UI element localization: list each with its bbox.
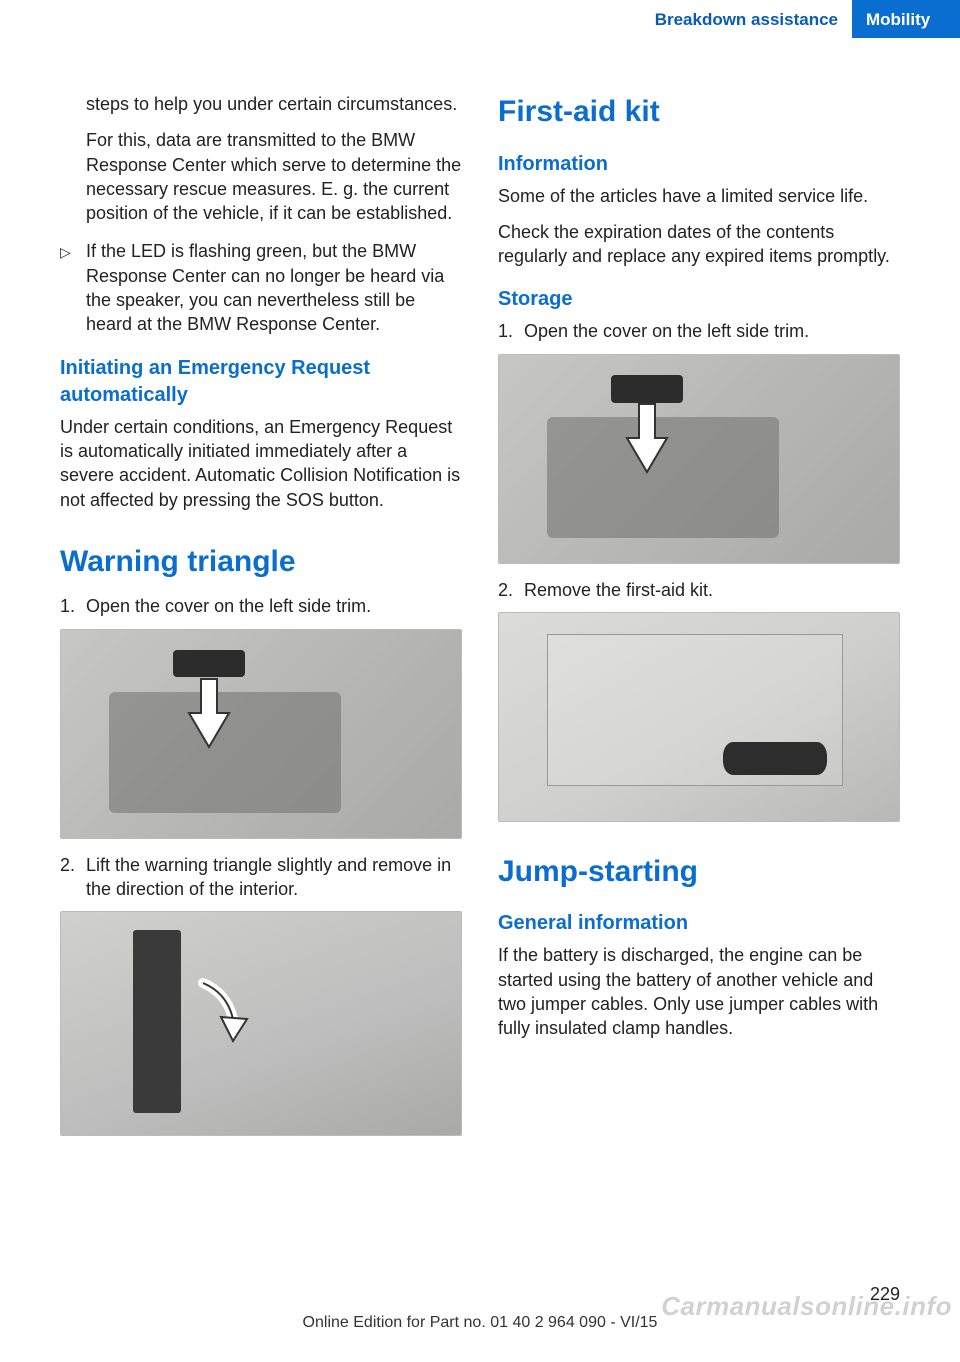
step-text: Lift the warning triangle slightly and r…	[86, 855, 451, 899]
figure-first-aid-bag	[723, 742, 827, 775]
figure-side-trim-cover	[498, 354, 900, 564]
page-number: 229	[870, 1282, 900, 1306]
step-item: 1. Open the cover on the left side trim.	[498, 319, 900, 343]
breadcrumb-section: Breakdown assistance	[655, 0, 852, 38]
curved-arrow-icon	[193, 975, 251, 1047]
body-text: For this, data are transmitted to the BM…	[86, 128, 462, 225]
step-number: 2.	[498, 578, 513, 602]
subheading: Storage	[498, 286, 900, 313]
page-body: steps to help you under certain circum­s…	[0, 38, 960, 1150]
body-text: If the LED is flashing green, but the BM…	[86, 239, 462, 336]
continuation-bullet: steps to help you under certain circum­s…	[60, 92, 462, 225]
page-header: Breakdown assistance Mobility	[0, 0, 960, 38]
figure-first-aid-compartment	[498, 612, 900, 822]
subheading: Information	[498, 151, 900, 178]
section-heading-warning-triangle: Warning triangle	[60, 542, 462, 583]
subheading: Initiating an Emergency Request automati…	[60, 355, 462, 409]
subheading: General information	[498, 910, 900, 937]
figure-panel	[133, 930, 181, 1113]
step-text: Open the cover on the left side trim.	[86, 596, 371, 616]
figure-warning-triangle-stowed	[60, 911, 462, 1136]
triangle-bullet-icon: ▷	[60, 243, 71, 262]
body-text: Check the expiration dates of the conten…	[498, 220, 900, 269]
body-text: steps to help you under certain circum­s…	[86, 92, 462, 116]
list-bullet: ▷ If the LED is flashing green, but the …	[60, 239, 462, 336]
step-number: 2.	[60, 853, 75, 877]
step-text: Remove the first-aid kit.	[524, 580, 713, 600]
right-column: First-aid kit Information Some of the ar…	[498, 92, 900, 1150]
figure-handle	[611, 375, 683, 402]
figure-side-trim-cover	[60, 629, 462, 839]
section-heading-jump-starting: Jump-starting	[498, 852, 900, 893]
left-column: steps to help you under certain circum­s…	[60, 92, 462, 1150]
body-text: If the battery is discharged, the engine…	[498, 943, 900, 1040]
body-text: Some of the articles have a limited serv…	[498, 184, 900, 208]
section-heading-first-aid: First-aid kit	[498, 92, 900, 133]
down-arrow-icon	[181, 675, 237, 751]
down-arrow-icon	[619, 400, 675, 476]
breadcrumb-chapter: Mobility	[852, 0, 960, 38]
step-item: 2. Remove the first-aid kit.	[498, 578, 900, 602]
step-number: 1.	[60, 594, 75, 618]
body-text: Under certain conditions, an Emergency R…	[60, 415, 462, 512]
step-number: 1.	[498, 319, 513, 343]
step-item: 1. Open the cover on the left side trim.	[60, 594, 462, 618]
step-item: 2. Lift the warning triangle slightly an…	[60, 853, 462, 902]
figure-handle	[173, 650, 245, 677]
footer-edition: Online Edition for Part no. 01 40 2 964 …	[0, 1312, 960, 1334]
step-text: Open the cover on the left side trim.	[524, 321, 809, 341]
